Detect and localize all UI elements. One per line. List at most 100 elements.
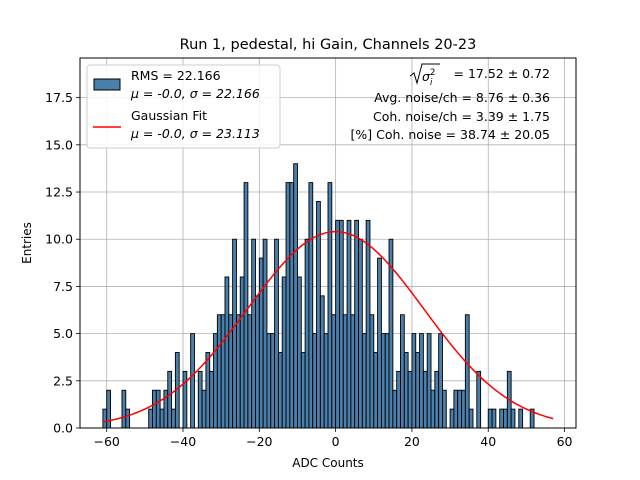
histogram-bar bbox=[361, 333, 367, 429]
histogram-bar bbox=[155, 389, 161, 429]
gaussian-fit-curve bbox=[102, 230, 554, 423]
y-tick-label: 17.5 bbox=[45, 90, 73, 105]
histogram-bar bbox=[266, 333, 272, 429]
histogram-bar bbox=[243, 182, 249, 429]
histogram-bar bbox=[426, 333, 432, 429]
histogram-bar bbox=[251, 238, 256, 429]
y-tick-label: 5.0 bbox=[53, 326, 73, 341]
histogram-bar bbox=[400, 314, 405, 429]
svg-text:σ: σ bbox=[422, 69, 431, 84]
histogram-bar bbox=[148, 408, 153, 429]
histogram-bar bbox=[335, 219, 340, 429]
histogram-bar bbox=[312, 333, 318, 429]
histogram-bar bbox=[518, 408, 524, 429]
chart-title: Run 1, pedestal, hi Gain, Channels 20-23 bbox=[180, 37, 477, 53]
histogram-bar bbox=[449, 408, 455, 429]
coh-percent-text: [%] Coh. noise = 38.74 ± 20.05 bbox=[350, 127, 550, 142]
histogram-bar bbox=[354, 219, 359, 429]
histogram-bar bbox=[106, 389, 111, 429]
histogram-bar bbox=[159, 408, 165, 429]
histogram-bar bbox=[152, 389, 157, 429]
x-tick-label: 40 bbox=[480, 434, 496, 449]
y-tick-label: 2.5 bbox=[53, 373, 73, 388]
x-tick-label: −20 bbox=[246, 434, 272, 449]
plot-frame bbox=[79, 57, 577, 429]
y-axis-ticks: 0.0 2.5 5.0 7.5 10.0 12.5 15.0 17.5 bbox=[45, 90, 80, 436]
histogram-bar bbox=[476, 370, 482, 429]
x-axis-label: ADC Counts bbox=[292, 456, 364, 470]
histogram-bar bbox=[182, 370, 188, 429]
histogram-bar bbox=[358, 238, 363, 429]
histogram-bar bbox=[327, 182, 333, 429]
histogram-bar bbox=[323, 333, 329, 429]
x-tick-label: 60 bbox=[557, 434, 573, 449]
histogram-bar bbox=[300, 352, 306, 429]
histogram-bar bbox=[503, 408, 508, 429]
sigma-value: = 17.52 ± 0.72 bbox=[454, 66, 550, 81]
histogram-bar bbox=[258, 257, 264, 429]
x-tick-label: −60 bbox=[94, 434, 120, 449]
histogram-bar bbox=[377, 257, 382, 429]
histogram-bar bbox=[277, 352, 283, 429]
histogram-bar bbox=[430, 389, 436, 429]
histogram-bar bbox=[457, 389, 462, 429]
histogram-bar bbox=[304, 238, 310, 429]
histogram-bar bbox=[419, 333, 424, 429]
histogram-bar bbox=[411, 333, 417, 429]
histogram-bar bbox=[247, 314, 253, 429]
histogram-bar bbox=[209, 370, 214, 429]
histogram-bar bbox=[201, 389, 207, 429]
histogram-bar bbox=[510, 408, 516, 429]
histogram-bar bbox=[205, 352, 211, 429]
histogram-bar bbox=[346, 219, 352, 429]
x-tick-label: 20 bbox=[404, 434, 420, 449]
histogram-bar bbox=[293, 163, 298, 429]
histogram-bar bbox=[491, 408, 497, 429]
svg-text:i: i bbox=[430, 78, 433, 88]
y-axis-label: Entries bbox=[20, 222, 34, 264]
histogram-bar bbox=[407, 370, 413, 429]
histogram-bar bbox=[396, 370, 401, 429]
histogram-bar bbox=[197, 370, 203, 429]
histogram-bar bbox=[369, 314, 375, 429]
y-tick-label: 0.0 bbox=[53, 421, 73, 436]
avg-noise-text: Avg. noise/ch = 8.76 ± 0.36 bbox=[374, 90, 550, 105]
y-tick-label: 10.0 bbox=[45, 232, 73, 247]
histogram-bar bbox=[102, 408, 108, 429]
histogram-bar bbox=[255, 295, 260, 429]
histogram-bar bbox=[281, 276, 287, 429]
x-axis-ticks: −60 −40 −20 0 20 40 60 bbox=[94, 428, 573, 449]
x-tick-label: 0 bbox=[332, 434, 340, 449]
histogram-bar bbox=[331, 314, 337, 429]
coh-noise-text: Coh. noise/ch = 3.39 ± 1.75 bbox=[373, 109, 550, 124]
histogram-bar bbox=[190, 333, 195, 429]
histogram-bar bbox=[487, 408, 493, 429]
histogram-bar bbox=[338, 219, 344, 429]
histogram-bar bbox=[403, 352, 409, 429]
histogram-bar bbox=[422, 370, 428, 429]
legend-histogram-stats: μ = -0.0, σ = 22.166 bbox=[130, 86, 260, 101]
histogram-bar bbox=[216, 314, 222, 429]
svg-text:2: 2 bbox=[430, 68, 435, 78]
histogram-bar bbox=[308, 182, 314, 429]
histogram-bar bbox=[232, 238, 237, 429]
y-tick-label: 15.0 bbox=[45, 137, 73, 152]
sigma-annotation: σ 2 i = 17.52 ± 0.72 bbox=[409, 63, 550, 88]
y-tick-label: 7.5 bbox=[53, 279, 73, 294]
histogram-bar bbox=[297, 276, 302, 429]
histogram-bar bbox=[171, 408, 176, 429]
histogram-bar bbox=[224, 276, 230, 429]
histogram-bar bbox=[392, 389, 398, 429]
histogram-bar bbox=[464, 314, 470, 429]
histogram-bar bbox=[270, 333, 276, 429]
histogram-bar bbox=[239, 276, 245, 429]
histogram-bar bbox=[365, 219, 371, 429]
histogram-bar bbox=[453, 389, 459, 429]
legend-histogram-swatch bbox=[93, 78, 121, 91]
histogram-bar bbox=[434, 370, 440, 429]
histogram-bar bbox=[319, 295, 325, 429]
histogram-bar bbox=[461, 389, 466, 429]
histogram-bar bbox=[289, 182, 295, 429]
histogram-bar bbox=[167, 370, 173, 429]
